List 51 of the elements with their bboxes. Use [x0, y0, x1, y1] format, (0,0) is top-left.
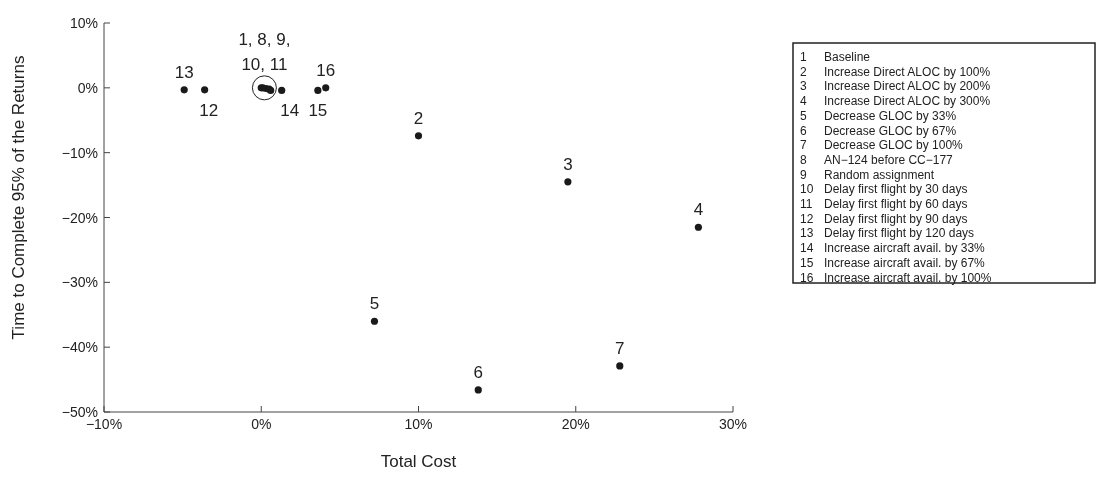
- point: [414, 132, 423, 140]
- annotation: 1, 8, 9, 10, 11: [238, 29, 291, 74]
- point: [564, 178, 572, 186]
- text: 4 Increase Direct ALOC by 300%: [800, 94, 991, 109]
- annotation: 2: [413, 108, 424, 128]
- text: 3 Increase Direct ALOC by 200%: [800, 79, 991, 94]
- point: [278, 86, 286, 95]
- annotation: 4: [693, 200, 704, 220]
- point: [180, 86, 188, 94]
- text: 14 Increase aircraft avail. by 33%: [800, 241, 986, 256]
- text: 9 Random assignment: [800, 167, 935, 182]
- annotation: 6: [473, 362, 483, 382]
- annotation: 5: [369, 294, 380, 314]
- annotation: 12: [199, 100, 219, 120]
- x-tick-label: 0%: [251, 416, 272, 432]
- y-tick-label: 10%: [69, 15, 98, 31]
- text: 16 Increase aircraft avail. by 100%: [800, 270, 992, 285]
- annotation: 16: [316, 60, 336, 80]
- text: 12 Delay first flight by 90 days: [800, 211, 968, 226]
- text: 13 Delay first flight by 120 days: [800, 226, 975, 241]
- point: [474, 386, 482, 394]
- x-axis-title: Total Cost: [380, 452, 457, 471]
- x-tick-label: 30%: [718, 416, 748, 432]
- text: 6 Decrease GLOC by 67%: [800, 123, 957, 138]
- y-tick-label: −10%: [61, 144, 98, 161]
- point: [314, 86, 322, 95]
- point: [694, 223, 703, 231]
- y-tick-label: 0%: [77, 79, 98, 96]
- point: [370, 317, 379, 325]
- point: [616, 362, 624, 370]
- text: 11 Delay first flight by 60 days: [800, 197, 968, 211]
- y-axis-title: Time to Complete 95% of the Returns: [9, 55, 28, 340]
- point: [322, 84, 330, 92]
- annotation: 3: [563, 154, 573, 174]
- x-tick-label: 20%: [561, 416, 590, 432]
- y-tick-label: −30%: [61, 274, 98, 291]
- annotation: 15: [308, 101, 328, 121]
- text: 1 Baseline: [800, 50, 871, 64]
- text: 5 Decrease GLOC by 33%: [800, 108, 957, 123]
- annotation: 7: [615, 338, 625, 358]
- y-tick-label: −40%: [61, 339, 98, 356]
- text: 10 Delay first flight by 30 days: [800, 182, 968, 197]
- text: 8 AN−124 before CC−177: [800, 152, 953, 167]
- y-tick-label: −20%: [61, 209, 98, 226]
- annotation: 14: [280, 101, 300, 121]
- x-tick-label: 10%: [404, 416, 433, 432]
- text: 7 Decrease GLOC by 100%: [800, 138, 963, 153]
- annotation: 13: [174, 62, 194, 82]
- text: 15 Increase aircraft avail. by 67%: [800, 255, 986, 270]
- text: 2 Increase Direct ALOC by 100%: [800, 64, 991, 79]
- point: [201, 86, 209, 94]
